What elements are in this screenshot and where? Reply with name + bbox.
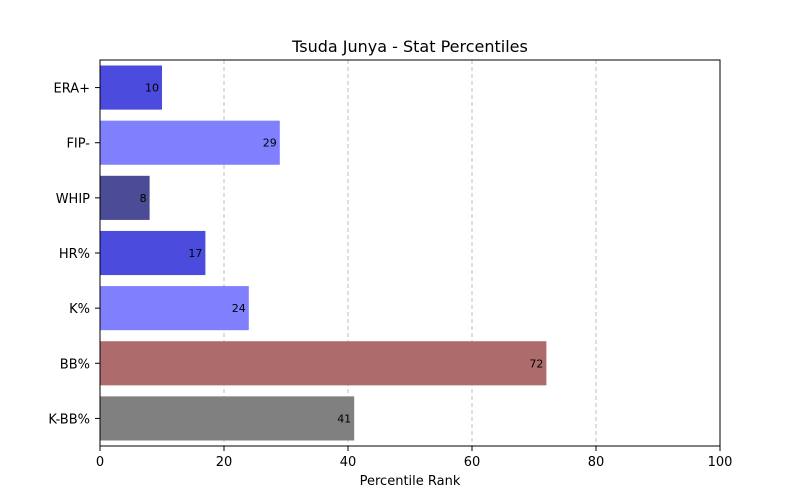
bar-value-label: 8: [140, 192, 147, 205]
y-tick-label: FIP-: [66, 137, 90, 152]
bar: [100, 65, 162, 110]
x-axis-ticks: 0 20 40 60 80 100: [96, 446, 733, 470]
x-tick-label: 40: [340, 455, 357, 470]
bar: [100, 175, 150, 220]
bar: [100, 230, 206, 276]
x-tick-label: 60: [464, 455, 481, 470]
grid-lines: [223, 60, 597, 446]
y-tick-label: K%: [69, 302, 90, 317]
y-tick-label: BB%: [60, 357, 90, 372]
x-axis-label: Percentile Rank: [360, 474, 461, 489]
x-tick-label: 20: [216, 455, 233, 470]
bar-value-label: 72: [529, 357, 543, 370]
y-tick-label: HR%: [59, 247, 90, 262]
y-tick-label: WHIP: [56, 192, 90, 207]
y-axis-ticks: ERA+ FIP- WHIP HR% K% BB% K-BB%: [48, 82, 100, 427]
bar-value-label: 29: [263, 137, 277, 150]
y-tick-label: K-BB%: [48, 412, 90, 427]
bar-value-label: 17: [188, 247, 202, 260]
bar-value-label: 24: [232, 302, 246, 315]
bar-value-label: 41: [337, 412, 351, 425]
y-tick-label: ERA+: [53, 82, 90, 97]
bar: [100, 120, 280, 165]
bar: [100, 341, 547, 386]
bar: [100, 286, 249, 331]
bar: [100, 396, 355, 441]
bar-value-label: 10: [145, 82, 159, 95]
x-tick-label: 100: [708, 455, 733, 470]
bars: [100, 65, 547, 441]
x-tick-label: 0: [96, 455, 104, 470]
x-tick-label: 80: [588, 455, 605, 470]
chart-title: Tsuda Junya - Stat Percentiles: [291, 37, 528, 56]
data-labels: 10 29 8 17 24 72 41: [140, 82, 544, 426]
